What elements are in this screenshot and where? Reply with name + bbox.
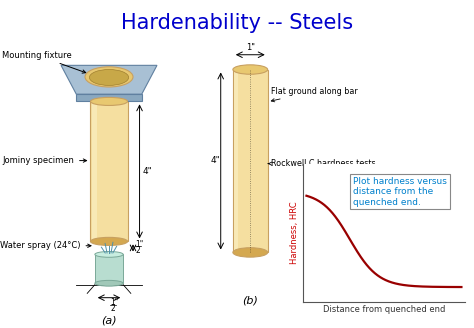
Text: 1": 1" <box>136 240 144 249</box>
Ellipse shape <box>233 248 268 257</box>
Bar <box>234 70 238 253</box>
Ellipse shape <box>91 237 128 245</box>
Text: Flat ground along bar: Flat ground along bar <box>271 87 358 102</box>
Text: (b): (b) <box>242 296 258 305</box>
Text: 4": 4" <box>143 167 153 176</box>
Text: Rockwell C hardness tests: Rockwell C hardness tests <box>268 159 376 168</box>
Text: (a): (a) <box>101 316 117 326</box>
Polygon shape <box>61 65 157 94</box>
Bar <box>95 255 123 283</box>
Y-axis label: Hardness, HRC: Hardness, HRC <box>290 202 299 264</box>
Text: 4": 4" <box>210 156 220 166</box>
Ellipse shape <box>95 252 123 257</box>
Bar <box>91 101 97 241</box>
Text: Jominy specimen: Jominy specimen <box>2 156 87 165</box>
Text: 2: 2 <box>110 304 115 313</box>
Bar <box>91 101 128 241</box>
Text: 1": 1" <box>110 298 118 307</box>
Ellipse shape <box>91 97 128 106</box>
Polygon shape <box>76 94 142 101</box>
X-axis label: Distance from quenched end: Distance from quenched end <box>323 304 445 314</box>
Bar <box>233 70 268 253</box>
Ellipse shape <box>85 67 133 87</box>
Text: Hardenability -- Steels: Hardenability -- Steels <box>121 13 353 33</box>
Text: Water spray (24°C): Water spray (24°C) <box>0 241 91 250</box>
Text: 1": 1" <box>246 43 255 52</box>
Ellipse shape <box>95 280 123 286</box>
Text: Plot hardness versus
distance from the
quenched end.: Plot hardness versus distance from the q… <box>353 177 447 207</box>
Text: 2: 2 <box>136 246 140 255</box>
Ellipse shape <box>233 65 268 74</box>
Text: Mounting fixture: Mounting fixture <box>2 51 86 73</box>
Ellipse shape <box>90 70 128 85</box>
